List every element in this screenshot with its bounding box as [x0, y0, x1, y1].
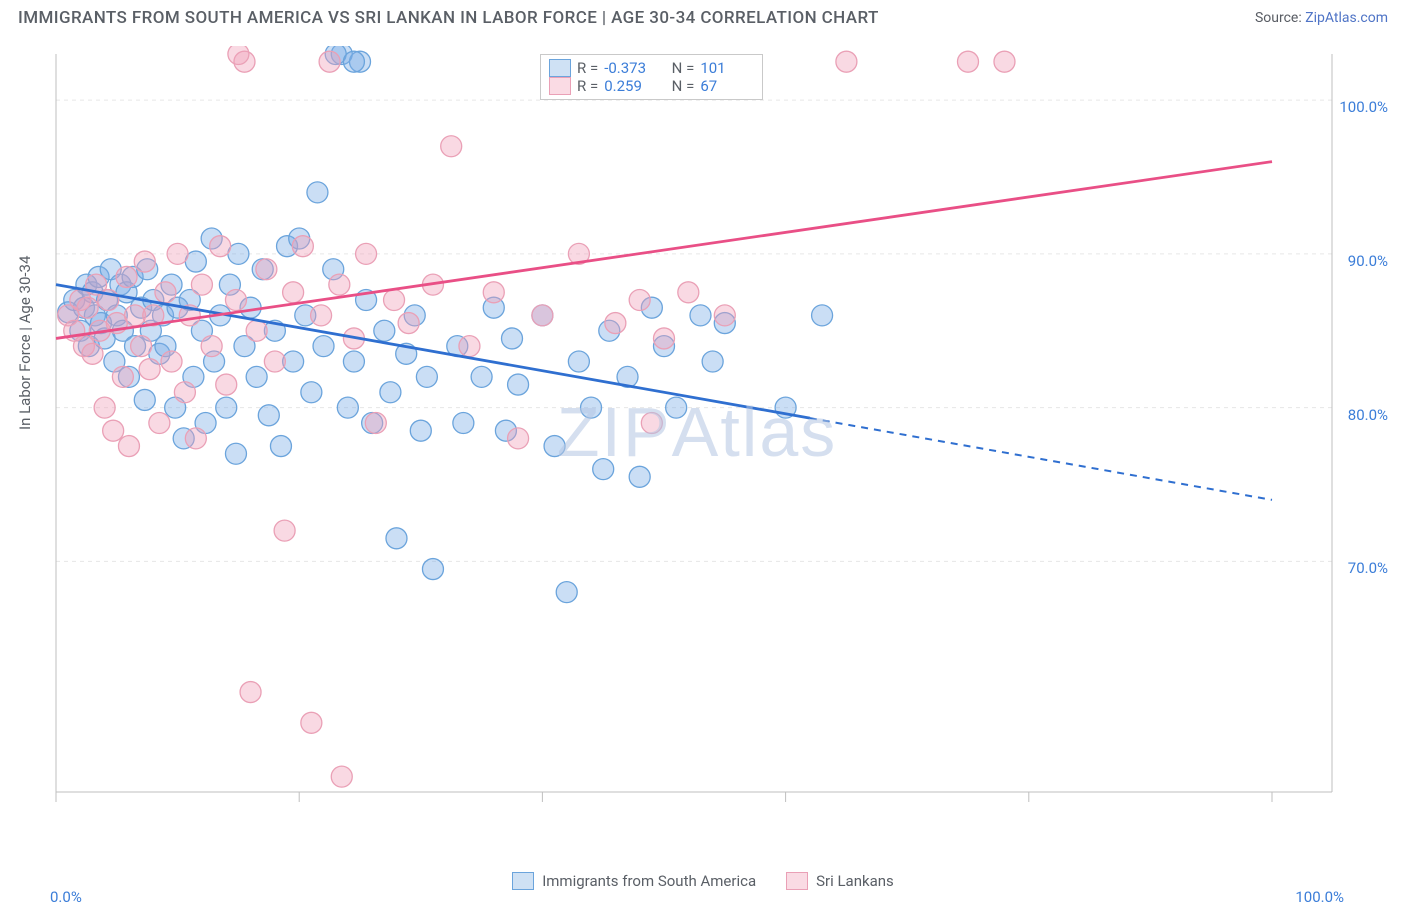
legend-swatch	[786, 872, 808, 890]
chart-plot-area: ZIPAtlas	[52, 46, 1342, 826]
y-tick-label: 80.0%	[1348, 406, 1388, 424]
correlation-legend: R = -0.373 N = 101 R = 0.259 N = 67	[540, 54, 763, 100]
legend-row-blue: R = -0.373 N = 101	[549, 59, 754, 77]
y-tick-label: 100.0%	[1339, 98, 1388, 116]
legend-row-pink: R = 0.259 N = 67	[549, 77, 754, 95]
legend-swatch	[549, 59, 571, 77]
legend-swatch	[512, 872, 534, 890]
source-credit: Source: ZipAtlas.com	[1255, 10, 1388, 26]
y-tick-label: 70.0%	[1348, 559, 1388, 577]
y-axis-label: In Labor Force | Age 30-34	[16, 256, 34, 430]
source-link[interactable]: ZipAtlas.com	[1305, 10, 1388, 26]
y-tick-label: 90.0%	[1348, 252, 1388, 270]
legend-item: Immigrants from South America	[512, 872, 756, 890]
legend-item: Sri Lankans	[786, 872, 894, 890]
chart-title: IMMIGRANTS FROM SOUTH AMERICA VS SRI LAN…	[18, 8, 879, 28]
scatter-chart-svg	[52, 46, 1342, 826]
legend-swatch	[549, 77, 571, 95]
series-legend: Immigrants from South America Sri Lankans	[0, 872, 1406, 890]
